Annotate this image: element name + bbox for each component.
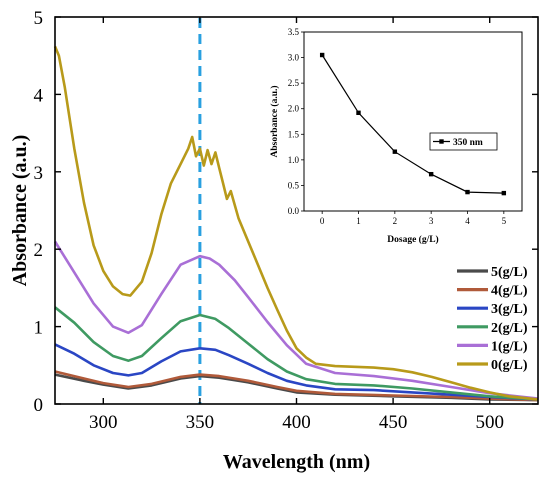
y-tick-label: 4 [34,85,44,106]
inset-y-tick-label: 1.5 [288,129,300,139]
legend-label-5: 0(g/L) [491,358,528,373]
inset-x-tick-label: 2 [393,216,398,226]
y-axis-title: Absorbance (a.u.) [9,135,31,287]
inset-y-tick-label: 2.5 [288,78,300,88]
inset-y-tick-label: 0.5 [288,180,300,190]
inset-data-point-5 [501,190,507,196]
inset-data-point-2 [392,149,398,154]
inset-data-point-3 [428,171,434,177]
inset-legend-label: 350 nm [453,138,483,148]
legend-label-1: 4(g/L) [491,284,528,299]
inset-data-point-0 [319,52,325,58]
inset-y-tick-label: 2.0 [288,104,300,114]
series-line-5 [53,45,539,401]
y-tick-label: 3 [34,163,44,184]
inset-x-axis-title: Dosage (g/L) [387,234,438,245]
series-line-2 [54,343,539,401]
inset-frame [303,31,523,212]
series-line-1 [54,370,539,402]
inset-y-tick-label: 1.0 [288,155,300,165]
inset-data-point-1 [356,110,361,116]
series-line-3 [54,306,539,401]
inset-y-tick-label: 3.5 [288,27,300,37]
legend-label-2: 3(g/L) [491,302,528,317]
x-tick-label: 300 [89,412,118,433]
x-axis-title: Wavelength (nm) [223,451,370,473]
y-tick-label: 1 [34,318,44,339]
inset-y-tick-label: 3.0 [288,53,300,63]
x-tick-label: 450 [379,412,408,433]
inset-legend-box [429,132,498,151]
inset-x-tick-label: 4 [465,216,470,226]
legend-label-4: 1(g/L) [491,339,528,354]
inset-x-tick-label: 0 [320,216,325,226]
x-tick-label: 500 [475,412,504,433]
y-tick-label: 0 [34,395,44,416]
y-tick-label: 2 [34,240,44,261]
x-tick-label: 350 [186,412,215,433]
inset-legend-marker [439,139,444,144]
inset-chart: 0 1 2 3 4 5 0.0 0.5 1.0 1.5 2.0 2.5 3.0 3.5 350 nm Dosa… [269,27,523,245]
inset-x-tick-label: 1 [356,216,361,226]
inset-series-line [321,54,504,194]
inset-y-axis-title: Absorbance (a.u.) [269,85,280,157]
inset-x-tick-label: 3 [429,216,434,226]
inset-data-point-4 [465,189,470,195]
legend-label-3: 2(g/L) [491,321,528,336]
y-tick-label: 5 [34,8,44,29]
inset-x-tick-label: 5 [502,216,507,226]
series-line-4 [53,240,539,400]
inset-y-tick-label: 0.0 [288,206,300,216]
x-tick-label: 400 [282,412,311,433]
legend-label-0: 5(g/L) [491,265,528,280]
